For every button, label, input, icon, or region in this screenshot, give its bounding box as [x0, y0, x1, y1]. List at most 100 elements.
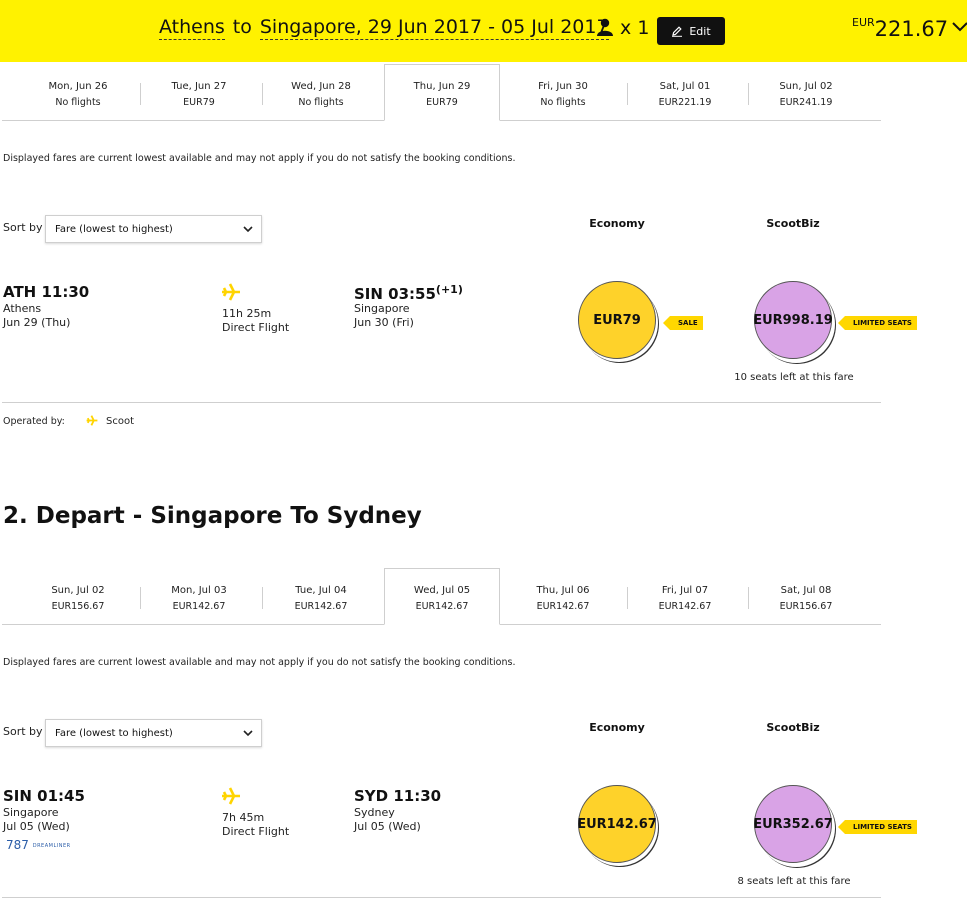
divider	[627, 587, 628, 609]
economy-fare-button[interactable]: EUR79	[578, 281, 656, 359]
date-fare: EUR142.67	[536, 601, 590, 612]
date-tab[interactable]: Mon, Jul 03 EUR142.67	[141, 569, 257, 625]
departure-city: Singapore	[3, 806, 59, 819]
date-label: Mon, Jul 03	[171, 585, 227, 596]
operated-by-label: Operated by:	[3, 416, 65, 427]
date-label: Tue, Jun 27	[171, 81, 227, 92]
date-label: Thu, Jun 29	[413, 81, 471, 92]
total-amount: 221.67	[874, 17, 949, 41]
divider	[2, 402, 881, 403]
date-fare: EUR142.67	[172, 601, 226, 612]
leg2-section-title: 2. Depart - Singapore To Sydney	[3, 503, 422, 529]
departure-city: Athens	[3, 302, 42, 315]
plane-icon	[222, 283, 240, 301]
date-tab[interactable]: Thu, Jul 06 EUR142.67	[505, 569, 621, 625]
economy-column-header: Economy	[589, 721, 645, 734]
date-label: Mon, Jun 26	[48, 81, 108, 92]
origin-city[interactable]: Athens	[159, 16, 225, 40]
plane-icon	[222, 787, 240, 805]
limited-seats-tag: LIMITED SEATS	[838, 820, 917, 834]
date-label: Wed, Jun 28	[291, 81, 351, 92]
person-icon	[597, 18, 613, 36]
fare-disclaimer: Displayed fares are current lowest avail…	[3, 657, 516, 668]
pencil-icon	[672, 26, 683, 37]
date-label: Sat, Jul 08	[780, 585, 832, 596]
scoot-logo-icon	[86, 415, 98, 426]
chevron-down-icon	[243, 730, 253, 737]
date-label: Fri, Jul 07	[661, 585, 709, 596]
date-tab[interactable]: Sun, Jul 02 EUR156.67	[20, 569, 136, 625]
date-tab[interactable]: Fri, Jul 07 EUR142.67	[627, 569, 743, 625]
date-tab[interactable]: Mon, Jun 26 No flights	[20, 65, 136, 121]
arrival-time: SYD 11:30	[354, 787, 442, 805]
date-fare: No flights	[55, 97, 101, 108]
date-fare: EUR142.67	[658, 601, 712, 612]
date-label: Thu, Jul 06	[536, 585, 590, 596]
divider	[627, 83, 628, 105]
date-label: Fri, Jun 30	[538, 81, 588, 92]
divider	[140, 587, 141, 609]
scootbiz-fare-button[interactable]: EUR998.19	[753, 281, 833, 359]
sort-select-value: Fare (lowest to highest)	[55, 728, 173, 739]
aircraft-name: DREAMLINER	[32, 843, 71, 849]
date-tab[interactable]: Fri, Jun 30 No flights	[505, 65, 621, 121]
route-to-label: to	[232, 16, 252, 38]
date-strip-leg2: Sun, Jul 02 EUR156.67 Mon, Jul 03 EUR142.6…	[2, 568, 881, 625]
seats-left-note: 10 seats left at this fare	[734, 372, 854, 383]
operator-name: Scoot	[106, 416, 135, 427]
arrival-code: SIN 03:55	[354, 285, 436, 303]
date-tab[interactable]: Tue, Jul 04 EUR142.67	[263, 569, 379, 625]
date-tab[interactable]: Sat, Jul 01 EUR221.19	[627, 65, 743, 121]
sale-tag: SALE	[663, 316, 703, 330]
date-tab[interactable]: Sat, Jul 08 EUR156.67	[748, 569, 864, 625]
date-fare: No flights	[298, 97, 344, 108]
seats-left-note: 8 seats left at this fare	[737, 876, 851, 887]
divider	[748, 83, 749, 105]
date-fare: EUR79	[426, 97, 458, 108]
departure-time: SIN 01:45	[3, 787, 85, 805]
aircraft-number: 787	[6, 838, 29, 852]
route-summary: Athens to Singapore, 29 Jun 2017 - 05 Jul …	[159, 16, 609, 40]
date-fare: EUR221.19	[658, 97, 712, 108]
date-label: Sat, Jul 01	[659, 81, 711, 92]
scootbiz-fare-button[interactable]: EUR352.67	[753, 785, 833, 863]
date-tab[interactable]: Tue, Jun 27 EUR79	[141, 65, 257, 121]
arrival-city: Sydney	[354, 806, 395, 819]
date-label: Wed, Jul 05	[413, 585, 471, 596]
scootbiz-fare-price: EUR352.67	[753, 816, 833, 832]
scootbiz-column-header: ScootBiz	[766, 721, 820, 734]
economy-fare-price: EUR79	[593, 312, 641, 328]
total-price[interactable]: EUR221.67	[852, 16, 967, 41]
date-label: Tue, Jul 04	[295, 585, 347, 596]
economy-fare-price: EUR142.67	[577, 816, 657, 832]
date-fare: EUR241.19	[779, 97, 833, 108]
sort-label: Sort by	[3, 221, 43, 234]
limited-seats-tag: LIMITED SEATS	[838, 316, 917, 330]
date-tab-selected[interactable]: Wed, Jul 05 EUR142.67	[384, 568, 500, 625]
date-label: Sun, Jul 02	[51, 585, 105, 596]
date-tab-selected[interactable]: Thu, Jun 29 EUR79	[384, 64, 500, 121]
search-summary-header: Athens to Singapore, 29 Jun 2017 - 05 Jul …	[0, 0, 967, 62]
date-fare: EUR79	[183, 97, 215, 108]
next-day-indicator: (+1)	[435, 283, 463, 296]
flight-type: Direct Flight	[222, 825, 290, 838]
economy-fare-button[interactable]: EUR142.67	[577, 785, 657, 863]
chevron-down-icon[interactable]	[952, 20, 967, 34]
arrival-date: Jun 30 (Fri)	[354, 316, 414, 329]
sort-select[interactable]: Fare (lowest to highest)	[45, 719, 262, 747]
date-fare: EUR156.67	[51, 601, 105, 612]
departure-date: Jul 05 (Wed)	[3, 820, 70, 833]
arrival-city: Singapore	[354, 302, 410, 315]
edit-label: Edit	[689, 24, 711, 38]
arrival-time: SIN 03:55(+1)	[354, 283, 463, 303]
sort-select[interactable]: Fare (lowest to highest)	[45, 215, 262, 243]
date-tab[interactable]: Wed, Jun 28 No flights	[263, 65, 379, 121]
date-tab[interactable]: Sun, Jul 02 EUR241.19	[748, 65, 864, 121]
passenger-count[interactable]: x 1	[596, 17, 649, 39]
edit-search-button[interactable]: Edit	[657, 17, 725, 45]
flight-duration: 11h 25m	[222, 307, 272, 320]
destination-and-dates[interactable]: Singapore, 29 Jun 2017 - 05 Jul 2017	[259, 16, 609, 40]
divider	[262, 587, 263, 609]
divider	[748, 587, 749, 609]
sort-select-value: Fare (lowest to highest)	[55, 224, 173, 235]
